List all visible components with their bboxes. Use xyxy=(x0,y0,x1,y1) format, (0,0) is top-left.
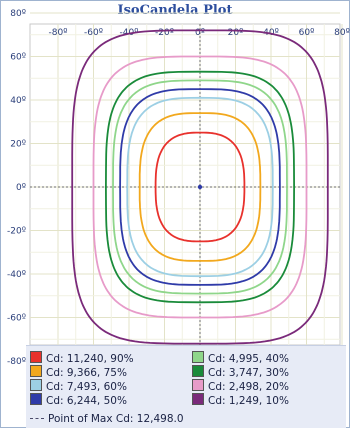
legend: Cd: 11,240, 90% Cd: 9,366, 75% Cd: 7,493… xyxy=(26,345,346,428)
legend-label: Cd: 2,498, 20% xyxy=(208,381,289,393)
legend-swatch xyxy=(30,365,42,377)
legend-item: Cd: 11,240, 90% xyxy=(30,351,134,365)
max-point-legend: Point of Max Cd: 12,498.0 xyxy=(30,413,184,426)
legend-item: Cd: 1,249, 10% xyxy=(192,393,289,407)
legend-item: Cd: 9,366, 75% xyxy=(30,365,127,379)
max-point-marker xyxy=(197,184,203,190)
legend-item: Cd: 3,747, 30% xyxy=(192,365,289,379)
x-tick-label: -60º xyxy=(84,28,103,38)
legend-label: Cd: 7,493, 60% xyxy=(46,381,127,393)
dashed-line-icon xyxy=(30,418,44,419)
x-tick-label: -80º xyxy=(49,28,68,38)
chart-title: IsoCandela Plot xyxy=(117,3,233,18)
y-tick-label: 80º xyxy=(10,9,26,19)
isocandela-curve xyxy=(71,29,329,345)
isocandela-curve xyxy=(126,96,274,278)
legend-label: Cd: 3,747, 30% xyxy=(208,367,289,379)
isocandela-curve xyxy=(138,112,262,262)
y-tick-labels: 80º 60º 40º 20º 0º -20º -40º -60º -80º xyxy=(7,9,26,367)
legend-label: Cd: 11,240, 90% xyxy=(46,353,134,365)
isocandela-curve xyxy=(112,79,288,295)
legend-swatch xyxy=(192,351,204,363)
isocandela-curve xyxy=(119,88,281,286)
isocandela-curve xyxy=(92,55,308,319)
legend-swatch xyxy=(192,393,204,405)
isocandela-curves xyxy=(71,29,329,345)
max-point-label: Point of Max Cd: 12,498.0 xyxy=(48,413,184,425)
legend-swatch xyxy=(192,365,204,377)
x-tick-label: 0º xyxy=(195,28,205,38)
x-tick-label: 60º xyxy=(299,28,315,38)
y-tick-label: 40º xyxy=(10,96,26,106)
legend-swatch xyxy=(30,351,42,363)
legend-item: Cd: 2,498, 20% xyxy=(192,379,289,393)
legend-item: Cd: 6,244, 50% xyxy=(30,393,127,407)
legend-item: Cd: 7,493, 60% xyxy=(30,379,127,393)
y-tick-label: -20º xyxy=(7,227,26,237)
legend-swatch xyxy=(30,379,42,391)
x-tick-label: -20º xyxy=(155,28,174,38)
y-tick-label: -40º xyxy=(7,270,26,280)
isocandela-curve xyxy=(104,70,296,304)
y-tick-label: 20º xyxy=(10,140,26,150)
x-tick-label: 80º xyxy=(334,28,350,38)
legend-item: Cd: 4,995, 40% xyxy=(192,351,289,365)
legend-swatch xyxy=(30,393,42,405)
grid xyxy=(29,12,343,362)
legend-swatch xyxy=(192,379,204,391)
legend-label: Cd: 6,244, 50% xyxy=(46,395,127,407)
legend-label: Cd: 1,249, 10% xyxy=(208,395,289,407)
y-tick-label: 60º xyxy=(10,53,26,63)
y-tick-label: -60º xyxy=(7,314,26,324)
x-tick-label: 20º xyxy=(228,28,244,38)
legend-label: Cd: 4,995, 40% xyxy=(208,353,289,365)
y-tick-label: 0º xyxy=(16,183,26,193)
legend-label: Cd: 9,366, 75% xyxy=(46,367,127,379)
y-tick-label: -80º xyxy=(7,357,26,367)
isocandela-curve xyxy=(154,131,246,243)
